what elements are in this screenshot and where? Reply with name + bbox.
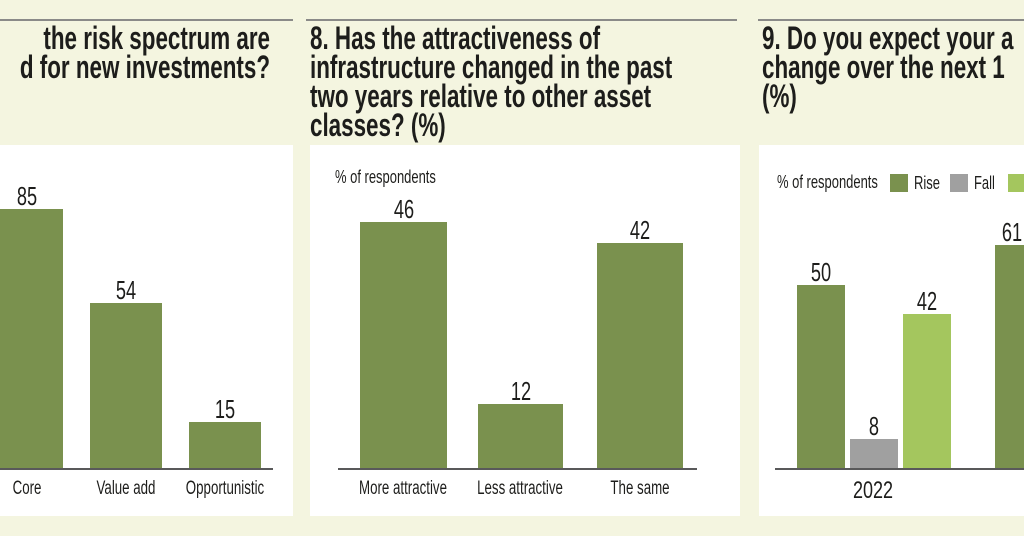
- bar: [597, 243, 683, 468]
- q7-top-rule: [0, 19, 293, 21]
- chart-title-line: two years relative to other asset: [310, 78, 652, 114]
- chart-title-line: 9. Do you expect your a: [762, 20, 1014, 56]
- category-label: More attractive: [359, 478, 447, 499]
- chart-title-line: (%): [762, 78, 797, 114]
- q7-axis-line: [0, 468, 273, 470]
- bar: [995, 245, 1024, 468]
- q8-axis-line: [338, 468, 697, 470]
- category-label: Core: [12, 478, 42, 499]
- bar: [797, 285, 845, 468]
- category-label: Value add: [96, 478, 156, 499]
- q8-ylabel: % of respondents: [335, 167, 436, 187]
- q9-title: 9. Do you expect your a change over the n…: [762, 20, 1024, 114]
- legend-label: Fall: [974, 173, 995, 193]
- bar-value-label: 8: [868, 411, 880, 441]
- bar: [903, 314, 951, 468]
- category-label: Less attractive: [477, 478, 563, 499]
- legend-swatch-third: [1008, 174, 1024, 192]
- category-label: Opportunistic: [185, 478, 265, 499]
- chart-title-line: 8. Has the attractiveness of: [310, 20, 601, 56]
- legend-swatch-fall: [950, 174, 968, 192]
- q9-top-rule: [758, 19, 1024, 21]
- bar: [360, 222, 447, 468]
- q9-ylabel: % of respondents: [777, 172, 878, 192]
- bar-value-label: 85: [16, 181, 38, 211]
- bar-value-label: 54: [115, 275, 137, 305]
- bar-value-label: 12: [510, 376, 531, 406]
- legend-label: Rise: [914, 173, 940, 193]
- q8-title: 8. Has the attractiveness of infrastructu…: [310, 20, 810, 143]
- bar-value-label: 42: [916, 286, 938, 316]
- chart-title-line: change over the next 1: [762, 49, 1005, 85]
- q8-top-rule: [306, 19, 737, 21]
- q7-title: the risk spectrum are d for new investmen…: [0, 20, 270, 85]
- bar-value-label: 61: [1001, 217, 1023, 247]
- category-label: The same: [610, 478, 670, 499]
- bar: [850, 439, 898, 468]
- bar: [0, 209, 63, 468]
- q9-axis-line: [775, 468, 1024, 470]
- chart-title-line: the risk spectrum are: [43, 20, 270, 56]
- chart-title-line: d for new investments?: [19, 49, 270, 85]
- chart-title-line: infrastructure changed in the past: [310, 49, 673, 85]
- bar: [189, 422, 261, 468]
- bar-value-label: 50: [810, 257, 832, 287]
- legend-swatch-rise: [890, 174, 908, 192]
- bar-value-label: 15: [214, 394, 236, 424]
- bar-value-label: 42: [629, 215, 651, 245]
- bar-value-label: 46: [393, 194, 414, 224]
- category-label: 2022: [852, 477, 894, 504]
- bar: [478, 404, 563, 468]
- chart-title-line: classes? (%): [310, 107, 446, 143]
- bar: [90, 303, 162, 468]
